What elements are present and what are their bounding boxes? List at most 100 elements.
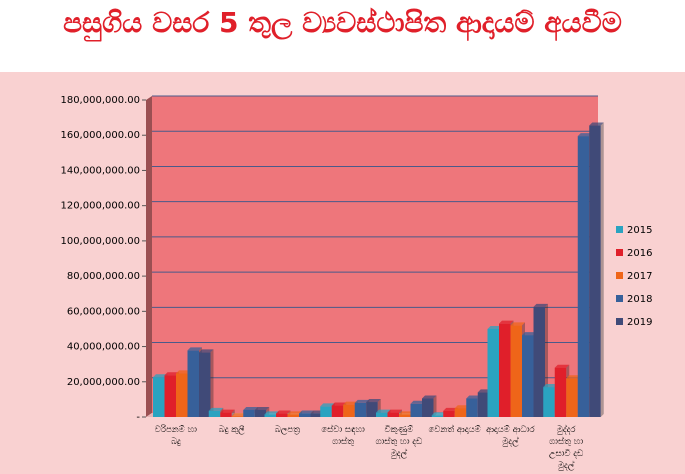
bar-top (243, 406, 258, 410)
bar-top (566, 375, 581, 379)
bar-top (264, 411, 279, 415)
y-tick-label: 140,000,000.00 (60, 165, 140, 176)
bar-2019 (254, 409, 267, 417)
x-tick-label: ගාස්තු හා දඩ (375, 436, 423, 447)
bar-2015 (264, 414, 276, 417)
x-tick-label: වෙනත් ආදායම් (429, 424, 482, 435)
bar-top (443, 407, 458, 411)
bar-top (466, 395, 481, 399)
bar-top (299, 410, 314, 414)
bar-side (231, 409, 235, 417)
bar-2016 (554, 367, 567, 417)
bar-2017 (454, 408, 467, 417)
legend-label: 2019 (627, 317, 652, 328)
legend-swatch-2015 (616, 226, 623, 233)
bar-top (399, 411, 414, 415)
chart-title: පසුගිය වසර 5 තුල ව්‍යවස්ථාපිත ආදායම් අයව… (0, 0, 685, 73)
y-tick-label: - (136, 412, 140, 423)
x-tick-label: විකුණුම් (385, 424, 415, 435)
bar-top (254, 406, 270, 410)
bar-2016 (164, 375, 176, 417)
x-tick-label: බලපත්‍ර (275, 425, 301, 435)
y-tick-label: 100,000,000.00 (60, 236, 140, 247)
bar-2019 (366, 402, 378, 417)
x-tick-label: වරිපනම් හා (155, 424, 197, 435)
bar-2019 (589, 125, 601, 418)
legend-label: 2018 (627, 294, 652, 305)
bar-side (433, 395, 437, 417)
x-tick-label: ගාස්තු හා (549, 436, 583, 447)
bar-2017 (399, 414, 411, 417)
x-tick-label: ආදායම් ආධාර (486, 424, 535, 435)
bar-2017 (566, 378, 578, 417)
bar-top (510, 322, 525, 326)
bar-top (187, 347, 202, 351)
bar-2019 (310, 413, 322, 417)
bar-2015 (153, 377, 165, 417)
bar-top (487, 325, 502, 329)
bar-2015 (431, 415, 444, 417)
bar-2018 (577, 136, 590, 417)
x-tick-label: මුදල් (390, 448, 408, 459)
legend-label: 2016 (627, 248, 652, 259)
bar-top (366, 399, 381, 403)
bar-top (287, 411, 302, 415)
bar-top (431, 412, 447, 416)
bar-top (331, 402, 347, 406)
y-tick-label: 60,000,000.00 (67, 306, 140, 317)
bar-2018 (466, 398, 478, 417)
x-tick-label: මුද්දර (556, 424, 577, 435)
bar-2018 (410, 403, 422, 417)
bar-top (410, 400, 425, 404)
bar-2019 (533, 306, 545, 417)
x-tick-label: උසාවි දඩ (549, 448, 584, 459)
bar-top (543, 384, 558, 388)
bar-2018 (243, 409, 255, 417)
legend-swatch-2016 (616, 249, 623, 256)
legend-swatch-2017 (616, 272, 623, 279)
bar-top (199, 349, 214, 353)
bar-top (164, 372, 179, 376)
bar-top (376, 409, 391, 413)
legend-swatch-2019 (616, 318, 623, 325)
bar-top (522, 332, 537, 336)
bar-2017 (510, 325, 522, 417)
bar-top (208, 407, 224, 411)
x-tick-label: මුදල් (501, 436, 519, 447)
x-tick-label: බදු (171, 437, 181, 447)
bar-2019 (477, 392, 490, 417)
bar-2018 (299, 413, 311, 417)
bar-2017 (287, 414, 299, 417)
bar-top (499, 320, 514, 324)
bar-2015 (208, 410, 221, 417)
y-tick-label: 160,000,000.00 (60, 130, 140, 141)
y-tick-label: 20,000,000.00 (67, 377, 140, 388)
bar-top (454, 405, 470, 409)
bar-2017 (343, 404, 355, 417)
y-tick-label: 80,000,000.00 (67, 271, 140, 282)
y-tick-label: 120,000,000.00 (60, 201, 140, 212)
legend-label: 2017 (627, 271, 652, 282)
legend-swatch-2018 (616, 295, 623, 302)
bar-2015 (376, 412, 388, 417)
bar-2018 (522, 335, 534, 417)
left-wall (146, 96, 152, 417)
bar-top (276, 410, 291, 414)
bar-top (343, 401, 358, 405)
bar-2017 (176, 373, 188, 417)
bar-2015 (320, 406, 332, 417)
bar-top (320, 403, 335, 407)
bar-top (577, 133, 593, 137)
bar-top (220, 409, 235, 413)
bar-top (589, 122, 604, 126)
bar-2016 (443, 410, 455, 417)
bar-top (231, 413, 247, 417)
bar-side (210, 349, 214, 417)
bar-2016 (276, 413, 288, 417)
bar-2015 (543, 387, 555, 417)
bar-top (153, 374, 168, 378)
x-tick-label: මුදල් (557, 460, 575, 471)
bar-2017 (231, 416, 244, 417)
bar-2016 (331, 405, 344, 417)
